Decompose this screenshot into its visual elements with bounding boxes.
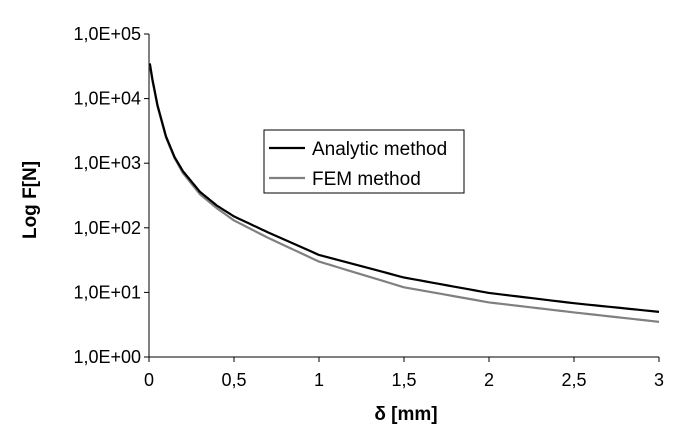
- x-tick-label: 0,5: [221, 370, 246, 390]
- x-tick-label: 0: [144, 370, 154, 390]
- x-axis: 0 0,5 1 1,5 2 2,5 3: [144, 356, 664, 390]
- series-lines: [148, 63, 660, 323]
- legend: Analytic method FEM method: [263, 129, 465, 194]
- y-tick-label: 1,0E+02: [73, 218, 141, 238]
- y-tick-label: 1,0E+05: [73, 24, 141, 44]
- x-tick-label: 2: [484, 370, 494, 390]
- y-axis-title: Log F[N]: [20, 161, 41, 239]
- y-tick-label: 1,0E+01: [73, 282, 141, 302]
- legend-box: [263, 129, 465, 194]
- y-tick-label: 1,0E+03: [73, 153, 141, 173]
- x-tick-label: 3: [654, 370, 664, 390]
- y-tick-label: 1,0E+00: [73, 347, 141, 367]
- series-line-analytic-method: [148, 63, 660, 313]
- y-axis: 1,0E+00 1,0E+01 1,0E+02 1,0E+03 1,0E+04 1,0E+…: [73, 24, 150, 367]
- x-tick-label: 1,5: [391, 370, 416, 390]
- x-axis-title: δ [mm]: [374, 404, 437, 425]
- legend-label-fem: FEM method: [312, 169, 421, 190]
- y-tick-label: 1,0E+04: [73, 89, 141, 109]
- x-tick-label: 2,5: [561, 370, 586, 390]
- x-tick-label: 1: [314, 370, 324, 390]
- legend-label-analytic: Analytic method: [312, 139, 447, 160]
